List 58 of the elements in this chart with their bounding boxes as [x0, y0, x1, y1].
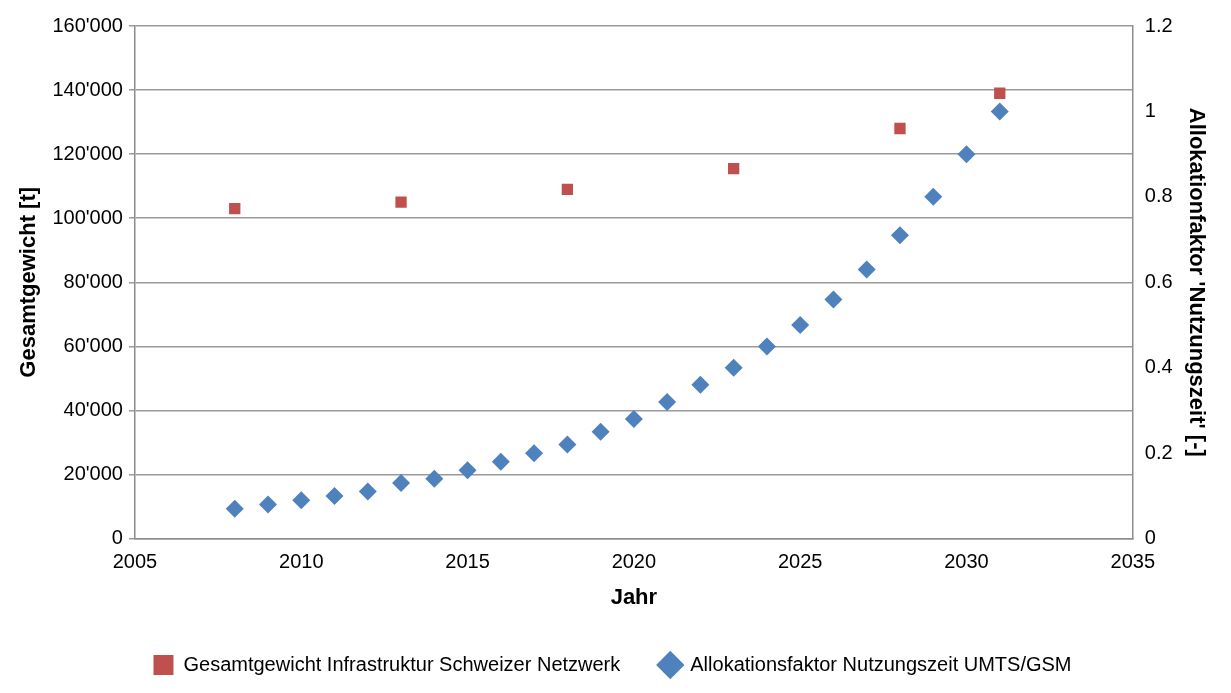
x-tick-label: 2025 — [777, 550, 823, 573]
y-tick-label: 160'000 — [52, 13, 123, 36]
y2-tick-label: 0.8 — [1144, 184, 1173, 207]
point — [757, 337, 776, 356]
y-tick-label: 140'000 — [52, 77, 123, 100]
y-tick-label: 20'000 — [63, 462, 123, 485]
point — [591, 422, 610, 441]
point — [624, 409, 643, 428]
point — [558, 435, 577, 454]
y2-tick-label: 0.6 — [1144, 269, 1173, 292]
y2-tick-label: 1.2 — [1144, 13, 1173, 36]
legend-label: Allokationsfaktor Nutzungszeit UMTS/GSM — [690, 652, 1072, 675]
y-axis-title: Gesamtgewicht [t] — [15, 186, 41, 378]
point — [658, 392, 677, 411]
legend-label: Gesamtgewicht Infrastruktur Schweizer Netzwerk — [183, 652, 622, 675]
point — [957, 145, 976, 164]
point — [894, 122, 906, 135]
y2-axis-title: Allokationfaktor 'Nutzungszeit' [-] — [1184, 107, 1210, 457]
y2-tick-label: 0.4 — [1144, 355, 1173, 378]
y2-tick-label: 1 — [1144, 98, 1156, 121]
point — [691, 375, 710, 394]
point — [857, 260, 876, 279]
point — [425, 469, 444, 488]
y-tick-label: 60'000 — [63, 333, 123, 356]
point — [392, 474, 411, 493]
point — [791, 316, 810, 335]
x-tick-label: 2030 — [944, 550, 989, 573]
point — [292, 491, 311, 510]
x-tick-label: 2020 — [611, 550, 657, 573]
point — [491, 452, 510, 471]
point — [561, 183, 574, 196]
y-tick-label: 80'000 — [63, 269, 123, 292]
y2-tick-label: 0 — [1144, 526, 1156, 549]
point — [395, 196, 407, 208]
x-tick-label: 2035 — [1110, 550, 1156, 573]
y-tick-label: 120'000 — [52, 141, 123, 164]
point — [890, 226, 909, 245]
point — [990, 102, 1009, 121]
point — [724, 358, 743, 377]
y-tick-label: 0 — [111, 526, 123, 549]
point — [229, 202, 241, 215]
point — [924, 187, 943, 206]
point — [225, 499, 244, 518]
point — [325, 486, 344, 505]
x-tick-label: 2015 — [445, 550, 490, 573]
point — [358, 482, 377, 501]
point — [525, 444, 544, 463]
point — [824, 290, 843, 309]
x-tick-label: 2005 — [112, 550, 158, 573]
point — [458, 461, 477, 480]
x-tick-label: 2010 — [279, 550, 324, 573]
y-tick-label: 40'000 — [63, 397, 123, 420]
y2-tick-label: 0.2 — [1144, 440, 1173, 463]
point — [259, 495, 277, 514]
point — [994, 87, 1006, 99]
point — [728, 162, 740, 175]
y-tick-label: 100'000 — [52, 205, 123, 228]
x-axis-title: Jahr — [610, 583, 658, 609]
